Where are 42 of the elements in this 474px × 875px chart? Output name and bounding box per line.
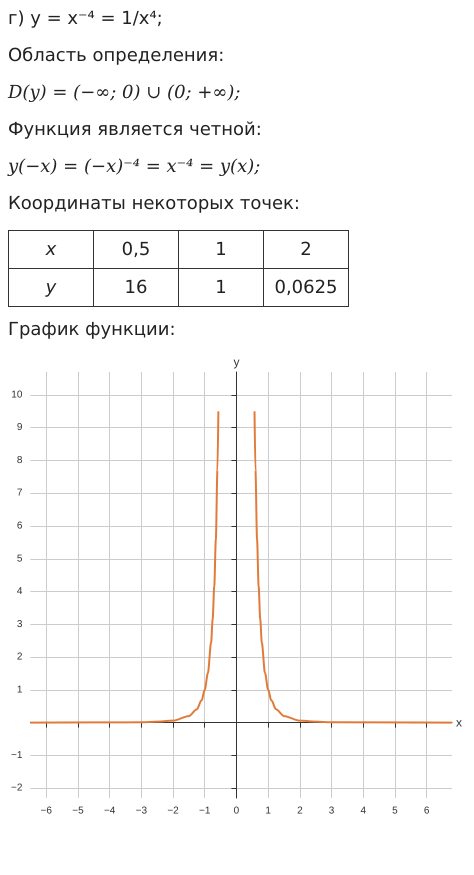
- x-tick-label: −3: [136, 806, 148, 816]
- text: Координаты некоторых точек:: [8, 193, 301, 214]
- text: 1: [178, 230, 264, 268]
- y-tick-label: −2: [10, 782, 23, 794]
- text: x: [8, 230, 94, 268]
- x-tick-label: 4: [360, 806, 366, 816]
- text: y: [8, 268, 94, 306]
- text: Область определения:: [8, 45, 226, 66]
- x-tick-label: 0: [234, 806, 240, 816]
- y-axis-title: y: [233, 355, 240, 369]
- text: 2: [264, 230, 348, 268]
- y-tick-label: 8: [16, 454, 23, 466]
- y-tick-label: 5: [16, 553, 23, 564]
- x-tick-label: 5: [392, 806, 398, 816]
- y-tick-label: 7: [16, 488, 23, 499]
- x-tick-label: −6: [40, 806, 52, 816]
- y-tick-label: 1: [16, 684, 23, 696]
- x-tick-label: 6: [424, 806, 430, 816]
- text: Функция является четной:: [8, 119, 263, 140]
- y-tick-label: 6: [16, 520, 23, 532]
- text: 0,5: [94, 230, 178, 268]
- text: 16: [94, 268, 178, 306]
- text: y(−x) = (−x)⁻⁴ = x⁻⁴ = y(x);: [8, 156, 262, 177]
- text: График функции:: [8, 319, 177, 340]
- x-tick-label: −1: [199, 806, 211, 816]
- x-tick-label: −4: [104, 806, 116, 816]
- x-axis-title: x: [456, 716, 462, 730]
- y-tick-label: 9: [16, 422, 23, 434]
- x-tick-label: 2: [297, 806, 304, 816]
- y-tick-label: 3: [16, 618, 23, 630]
- y-tick-label: 2: [16, 652, 23, 663]
- y-tick-label: −1: [10, 750, 23, 761]
- text: 1: [178, 268, 264, 306]
- y-tick-label: 10: [11, 389, 23, 400]
- x-tick-label: 3: [328, 806, 335, 816]
- x-tick-label: −2: [167, 806, 180, 816]
- text: 0,0625: [264, 268, 348, 306]
- text: D(y) = (−∞; 0) ∪ (0; +∞);: [8, 82, 242, 103]
- x-tick-label: 1: [265, 806, 272, 816]
- chart-title: г) y = x⁻⁴ = 1/x⁴;: [8, 8, 164, 29]
- x-tick-label: −5: [72, 806, 84, 816]
- y-tick-label: 4: [16, 586, 23, 598]
